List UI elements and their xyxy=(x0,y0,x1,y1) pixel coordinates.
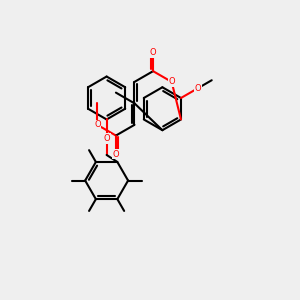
Text: O: O xyxy=(168,77,175,86)
Text: O: O xyxy=(112,150,119,159)
Text: O: O xyxy=(150,48,156,57)
Text: O: O xyxy=(195,84,201,93)
Text: O: O xyxy=(103,134,110,143)
Text: O: O xyxy=(94,120,101,129)
